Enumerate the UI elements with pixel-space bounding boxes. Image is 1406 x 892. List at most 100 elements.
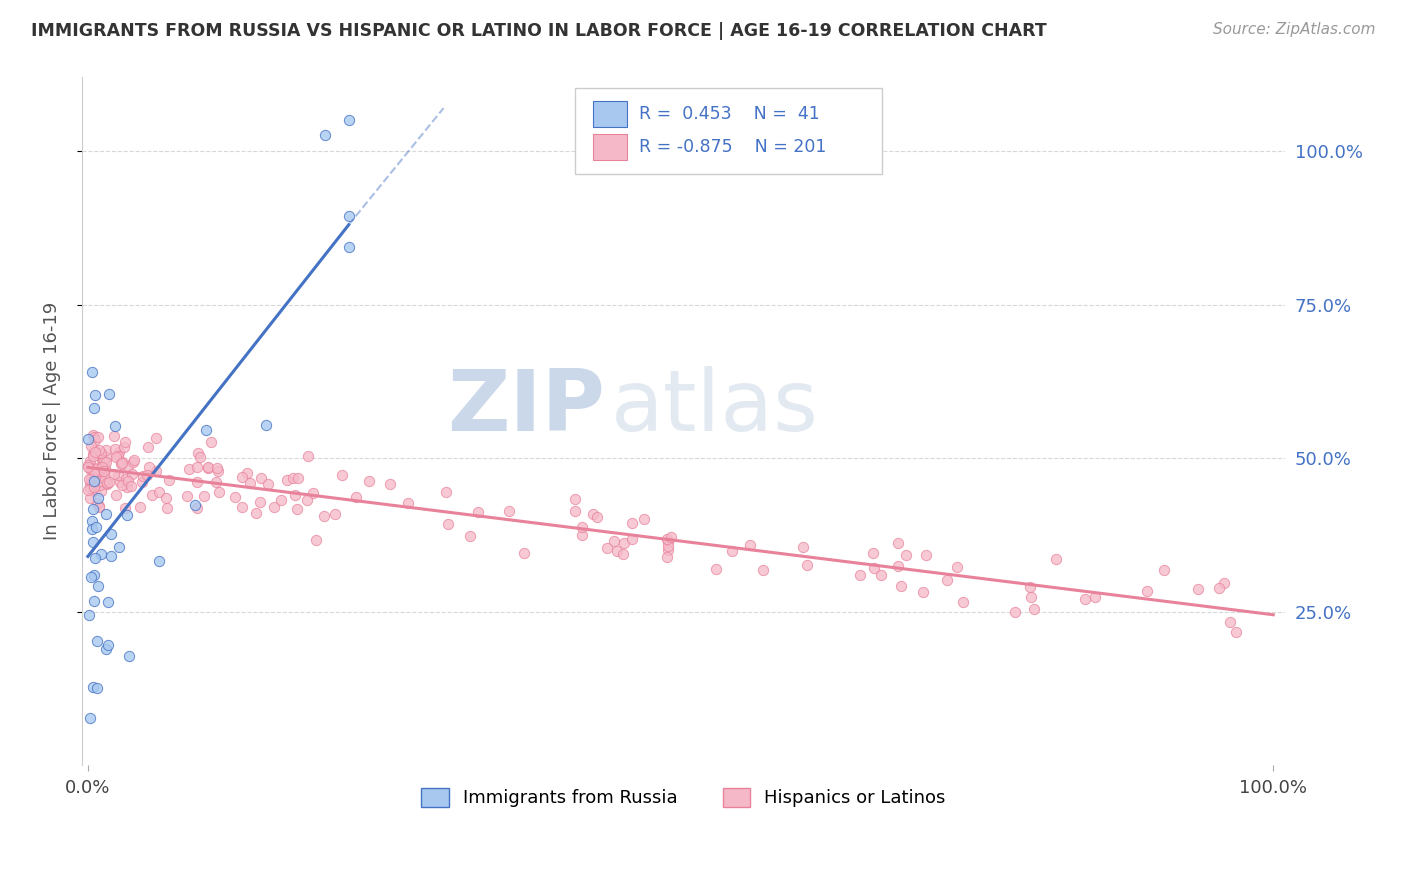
Point — [83, 465, 105, 479]
Point — [952, 595, 974, 609]
Point — [239, 475, 262, 490]
Point — [659, 530, 682, 544]
Point — [183, 498, 205, 512]
Point — [792, 540, 814, 554]
Point — [295, 493, 318, 508]
Point — [188, 450, 211, 465]
Point — [1208, 581, 1230, 595]
Point — [1213, 575, 1236, 590]
Point — [77, 459, 100, 474]
Point — [270, 492, 292, 507]
Point — [148, 484, 170, 499]
Point — [193, 489, 215, 503]
Point — [159, 473, 181, 487]
Point — [197, 460, 219, 475]
Point — [117, 475, 139, 489]
Point — [287, 470, 309, 484]
Point — [115, 480, 138, 494]
Point — [91, 461, 114, 475]
Point — [122, 453, 145, 467]
Point — [796, 558, 818, 573]
Point — [564, 504, 586, 518]
Point — [613, 535, 636, 549]
Point — [93, 464, 115, 478]
Point — [80, 365, 103, 379]
Point — [83, 388, 105, 402]
Point — [513, 545, 536, 559]
Point — [1004, 606, 1026, 620]
Point — [82, 522, 104, 536]
Point — [337, 113, 360, 128]
Point — [186, 460, 208, 475]
Point — [915, 548, 938, 562]
Point — [1019, 590, 1042, 604]
Point — [207, 485, 229, 500]
Point — [297, 449, 319, 463]
Point — [337, 209, 360, 223]
Point — [108, 475, 131, 489]
Point — [207, 464, 229, 478]
Bar — [593, 101, 627, 127]
Point — [657, 543, 679, 558]
Point — [77, 458, 100, 473]
Point — [254, 417, 277, 432]
Point — [110, 457, 132, 471]
Point — [90, 483, 112, 498]
Text: R = -0.875    N = 201: R = -0.875 N = 201 — [640, 138, 827, 156]
Point — [1225, 624, 1247, 639]
Point — [595, 541, 617, 556]
Point — [436, 516, 458, 531]
Point — [100, 549, 122, 563]
Point — [912, 584, 935, 599]
Point — [894, 548, 917, 562]
Point — [434, 484, 457, 499]
Point — [107, 449, 129, 463]
Point — [111, 455, 134, 469]
Point — [582, 507, 605, 521]
Point — [90, 469, 112, 483]
Point — [571, 520, 593, 534]
Point — [83, 401, 105, 415]
Point — [83, 480, 105, 494]
Point — [111, 457, 134, 471]
Point — [87, 500, 110, 514]
Point — [337, 240, 360, 254]
Point — [115, 508, 138, 523]
Point — [83, 474, 105, 488]
Point — [187, 445, 209, 459]
Point — [91, 454, 114, 468]
Point — [155, 491, 177, 505]
Point — [91, 460, 114, 475]
Point — [122, 455, 145, 469]
Point — [231, 500, 253, 515]
Point — [655, 550, 678, 565]
Point — [721, 544, 744, 558]
Text: ZIP: ZIP — [447, 366, 606, 449]
Text: R =  0.453    N =  41: R = 0.453 N = 41 — [640, 105, 820, 123]
Point — [86, 634, 108, 648]
Point — [82, 502, 104, 516]
Point — [612, 547, 634, 561]
Point — [89, 471, 111, 485]
Point — [79, 454, 101, 468]
Point — [207, 460, 229, 475]
Point — [111, 477, 134, 491]
Point — [83, 460, 105, 475]
Point — [118, 649, 141, 664]
Point — [93, 464, 115, 478]
Point — [145, 465, 167, 479]
Point — [378, 476, 401, 491]
Point — [571, 527, 593, 541]
Point — [224, 490, 246, 504]
Point — [887, 559, 910, 574]
Point — [96, 476, 118, 491]
Point — [86, 681, 108, 696]
Point — [107, 467, 129, 482]
Point — [87, 491, 110, 505]
Point — [114, 434, 136, 449]
Point — [945, 560, 967, 574]
Text: IMMIGRANTS FROM RUSSIA VS HISPANIC OR LATINO IN LABOR FORCE | AGE 16-19 CORRELAT: IMMIGRANTS FROM RUSSIA VS HISPANIC OR LA… — [31, 22, 1046, 40]
Point — [460, 529, 482, 543]
Point — [96, 475, 118, 489]
Point — [103, 467, 125, 481]
